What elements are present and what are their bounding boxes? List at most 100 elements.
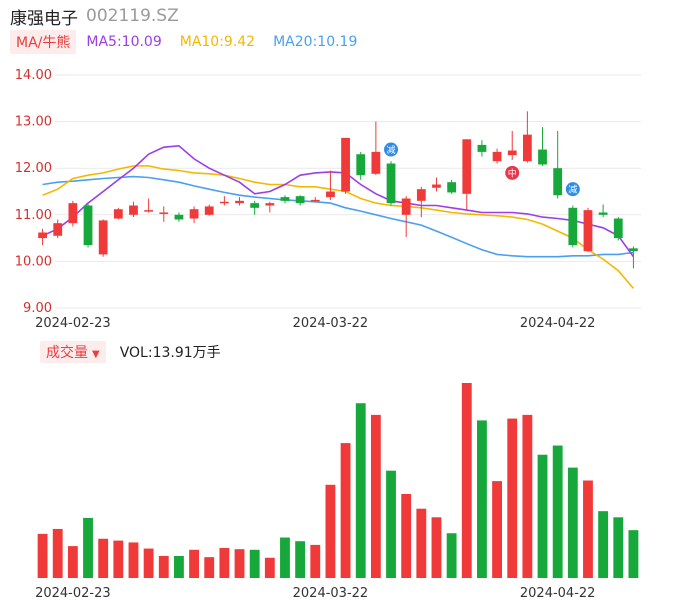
candle-body: [53, 223, 63, 236]
volume-bar: [52, 528, 63, 578]
volume-bar: [204, 557, 215, 578]
volume-bar: [174, 555, 184, 578]
ma10-value: MA10:9.42: [179, 34, 256, 50]
volume-bar: [98, 538, 109, 578]
volume-bar: [158, 555, 169, 578]
volume-bar: [310, 544, 321, 578]
candle-body: [295, 196, 305, 204]
candle-body: [492, 151, 502, 162]
candle-body: [174, 214, 184, 220]
y-tick-label: 14.00: [15, 68, 52, 83]
candle-body: [265, 203, 275, 206]
y-tick-label: 9.00: [23, 301, 52, 316]
candle-body: [477, 144, 487, 152]
candle-body: [68, 203, 78, 224]
y-tick-label: 10.00: [15, 254, 52, 269]
candle-body: [341, 137, 350, 192]
candle-body: [38, 232, 47, 239]
volume-bar: [613, 517, 624, 578]
candle-body: [144, 210, 154, 212]
volume-bar: [340, 443, 351, 578]
volume-legend: 成交量 ▼ VOL:13.91万手: [40, 341, 221, 363]
signal-marker: [565, 182, 580, 197]
volume-indicator-tab[interactable]: 成交量 ▼: [40, 341, 106, 363]
x-date-label: 2024-04-22: [520, 316, 596, 331]
stock-header: 康强电子 002119.SZ: [10, 4, 179, 29]
x-date-label: 2024-02-23: [35, 586, 111, 601]
candle-body: [613, 218, 623, 239]
candle-body: [583, 210, 593, 252]
volume-bar: [522, 414, 533, 578]
candle-body: [522, 134, 532, 162]
candle-body: [129, 205, 138, 215]
candle-body: [553, 168, 563, 196]
volume-bar: [461, 383, 472, 578]
candle-body: [310, 199, 320, 202]
volume-bar: [370, 414, 381, 578]
volume-bar: [189, 549, 199, 578]
candle-body: [507, 150, 517, 156]
ma20-line: [42, 175, 634, 258]
candle-body: [416, 189, 426, 201]
volume-bar: [280, 537, 290, 578]
volume-bar: [67, 546, 78, 578]
volume-tab-label: 成交量: [46, 345, 88, 361]
volume-bar: [37, 533, 48, 578]
candle-body: [538, 149, 547, 165]
volume-bar: [386, 470, 396, 578]
stock-code: 002119.SZ: [86, 6, 179, 26]
candle-body: [235, 200, 244, 204]
x-date-label: 2024-04-22: [520, 586, 596, 601]
volume-bar: [492, 481, 502, 578]
volume-bar: [249, 549, 260, 578]
volume-bar: [446, 533, 457, 578]
candle-body: [189, 209, 199, 219]
volume-bar: [552, 445, 563, 578]
signal-marker-label: 减: [387, 144, 396, 156]
ma-legend: MA/牛熊 MA5:10.09 MA10:9.42 MA20:10.19: [10, 30, 357, 54]
volume-bar: [537, 454, 548, 578]
signal-marker-label: 减: [568, 184, 577, 196]
volume-bar: [325, 484, 336, 578]
volume-bar: [401, 493, 412, 578]
candle-body: [401, 198, 411, 215]
signal-marker: [505, 165, 520, 180]
candle-body: [219, 201, 229, 204]
candle-body: [280, 197, 290, 201]
volume-bar: [355, 403, 366, 578]
signal-marker-label: 中: [508, 167, 517, 179]
candle-body: [98, 220, 108, 255]
volume-bar: [567, 467, 578, 578]
candle-body: [386, 163, 396, 204]
candle-body: [598, 212, 608, 215]
volume-bar: [416, 508, 427, 578]
volume-bar: [113, 540, 124, 578]
volume-bar: [431, 517, 442, 578]
ma10-line: [42, 165, 635, 289]
candle-body: [113, 209, 123, 219]
volume-bar: [583, 480, 593, 578]
candle-body: [159, 212, 169, 214]
volume-bar: [295, 541, 306, 578]
volume-bar: [628, 530, 639, 578]
candle-body: [250, 203, 260, 208]
y-tick-label: 13.00: [15, 115, 52, 130]
ma5-value: MA5:10.09: [86, 34, 162, 50]
candle-body: [371, 151, 381, 174]
caret-down-icon: ▼: [92, 349, 100, 360]
candle-body: [447, 182, 457, 193]
candle-body: [432, 184, 441, 188]
ma5-line: [42, 144, 635, 258]
volume-bar: [219, 547, 230, 578]
volume-bar: [507, 418, 518, 578]
volume-bar: [83, 517, 93, 578]
ma20-value: MA20:10.19: [273, 34, 358, 50]
x-date-label: 2024-02-23: [35, 316, 111, 331]
candle-body: [83, 205, 93, 246]
x-date-label: 2024-03-22: [293, 586, 369, 601]
candle-body: [629, 248, 638, 252]
y-tick-label: 12.00: [15, 161, 52, 176]
ma-indicator-tab[interactable]: MA/牛熊: [10, 30, 77, 54]
candle-body: [356, 154, 366, 176]
